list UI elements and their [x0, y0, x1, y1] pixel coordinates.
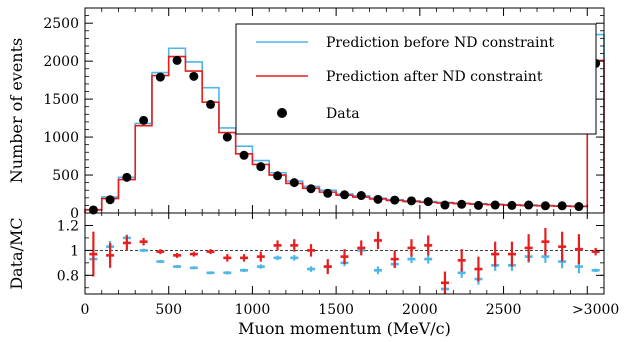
ratio-point-after — [407, 239, 415, 256]
main-y-tick-label: 500 — [52, 168, 79, 184]
ratio-point-after — [575, 234, 583, 264]
main-panel: 0 500 1000 1500 2000 2500 Number of events Pr… — [7, 8, 604, 222]
main-y-tick-label: 1000 — [43, 130, 79, 146]
ratio-point-after — [592, 248, 600, 255]
ratio-point-after — [424, 235, 432, 255]
main-y-tick-label: 2000 — [43, 54, 79, 70]
ratio-point-before — [257, 264, 265, 268]
data-point — [340, 190, 349, 199]
ratio-point-after — [374, 232, 382, 249]
x-tick-label: 1500 — [318, 302, 354, 318]
ratio-point-after — [89, 232, 97, 277]
data-point — [307, 184, 316, 193]
ratio-point-after — [458, 249, 466, 271]
data-point — [424, 197, 433, 206]
data-point — [390, 196, 399, 205]
data-point — [457, 200, 466, 209]
data-point — [558, 201, 567, 210]
data-point — [189, 72, 198, 81]
ratio-point-before — [173, 265, 181, 268]
legend-label-data: Data — [326, 106, 360, 122]
ratio-point-after — [240, 254, 248, 261]
legend-label-after: Prediction after ND constraint — [326, 69, 543, 85]
main-y-axis-label: Number of events — [7, 38, 26, 183]
ratio-point-after — [274, 240, 282, 250]
ratio-point-after — [140, 238, 148, 245]
ratio-point-after — [156, 249, 164, 254]
ratio-point-after — [541, 228, 549, 255]
ratio-point-after — [558, 232, 566, 262]
ratio-point-after — [357, 240, 365, 255]
data-point — [407, 196, 416, 205]
ratio-point-after — [324, 259, 332, 274]
main-y-tick-label: 1500 — [43, 92, 79, 108]
data-point — [491, 201, 500, 210]
data-point — [574, 202, 583, 211]
data-point — [240, 151, 249, 160]
ratio-axis-ticks: 0.8 1 1.2 0 500 1000 1500 2000 2500 >3000 — [57, 213, 620, 318]
ratio-point-before — [592, 269, 600, 272]
ratio-point-before — [190, 266, 198, 269]
ratio-point-before — [140, 249, 148, 252]
legend-label-before: Prediction before ND constraint — [326, 35, 555, 51]
ratio-point-after — [290, 239, 298, 251]
data-point — [357, 191, 366, 200]
ratio-point-after — [190, 252, 198, 257]
ratio-point-after — [173, 253, 181, 258]
x-tick-label: 2500 — [486, 302, 522, 318]
x-tick-label: >3000 — [572, 302, 619, 318]
data-point — [524, 201, 533, 210]
data-point — [290, 178, 299, 187]
ratio-point-before — [223, 271, 231, 274]
ratio-point-before — [424, 255, 432, 264]
x-tick-label: 0 — [81, 302, 90, 318]
ratio-point-before — [207, 271, 215, 274]
data-point — [440, 201, 449, 210]
ratio-point-before — [307, 266, 315, 272]
data-point — [106, 195, 115, 204]
data-point — [373, 195, 382, 204]
ratio-point-after — [207, 249, 215, 254]
ratio-point-before — [274, 256, 282, 260]
ratio-y-axis-label: Data/MC — [7, 217, 26, 289]
data-point — [139, 116, 148, 125]
ratio-point-after — [223, 254, 231, 261]
data-point — [156, 73, 165, 82]
ratio-point-after — [491, 242, 499, 267]
ratio-point-before — [240, 269, 248, 272]
data-point — [223, 133, 232, 142]
ratio-y-tick-label: 0.8 — [57, 268, 79, 284]
ratio-y-tick-label: 1 — [70, 243, 79, 259]
x-axis-label: Muon momentum (MeV/c) — [238, 319, 451, 338]
data-point — [273, 171, 282, 180]
data-point — [256, 162, 265, 171]
data-point — [323, 189, 332, 198]
data-point — [474, 201, 483, 210]
ratio-y-tick-label: 1.2 — [57, 218, 79, 234]
data-point — [507, 201, 516, 210]
x-tick-label: 1000 — [235, 302, 271, 318]
ratio-panel: 0.8 1 1.2 0 500 1000 1500 2000 2500 >3000 Data/MC… — [7, 213, 619, 338]
data-point — [206, 100, 215, 109]
x-tick-label: 500 — [155, 302, 182, 318]
data-point — [173, 56, 182, 65]
ratio-points — [89, 228, 599, 294]
ratio-point-after — [257, 252, 265, 262]
ratio-point-before — [156, 260, 164, 263]
legend-marker-data — [277, 108, 287, 118]
ratio-point-after — [441, 272, 449, 294]
ratio-point-after — [307, 244, 315, 256]
data-point — [122, 173, 131, 182]
ratio-point-after — [508, 242, 516, 267]
legend: Prediction before ND constraint Predicti… — [236, 24, 596, 134]
ratio-point-before — [374, 266, 382, 274]
x-tick-label: 2000 — [402, 302, 438, 318]
ratio-point-before — [290, 255, 298, 261]
data-point — [541, 201, 550, 210]
main-y-tick-label: 2500 — [43, 16, 79, 32]
